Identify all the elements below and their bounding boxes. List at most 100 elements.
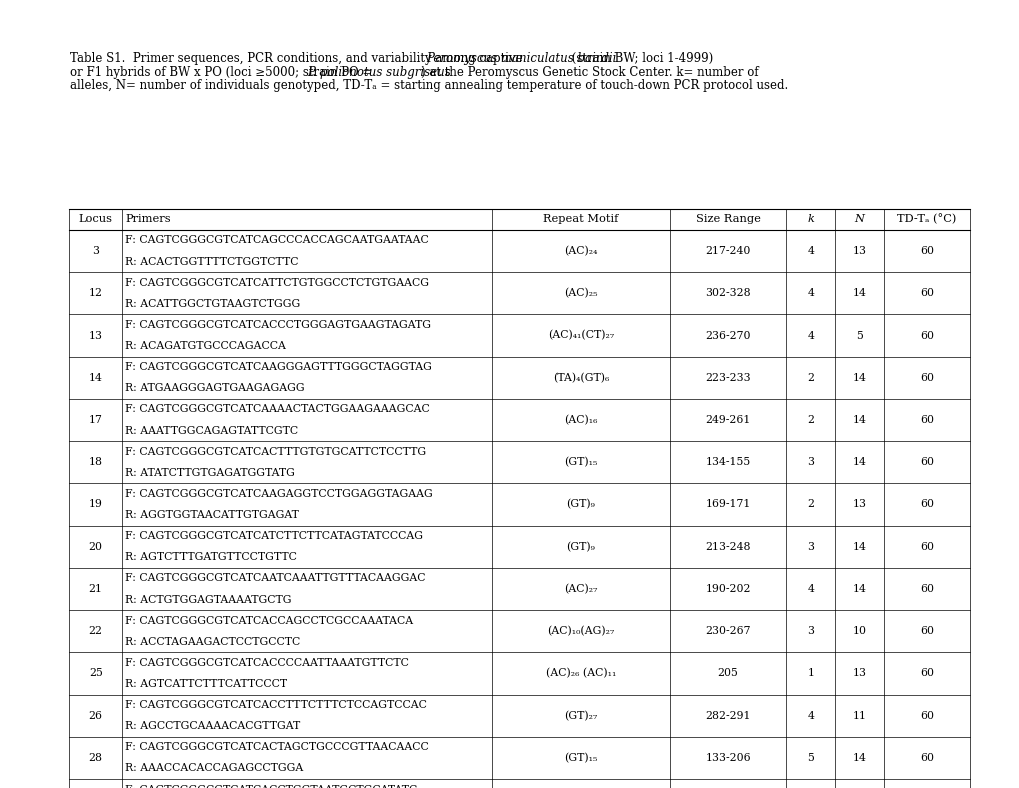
Text: F: CAGTCGGGCGTCATCAGCCCACCAGCAATGAATAAC: F: CAGTCGGGCGTCATCAGCCCACCAGCAATGAATAAC <box>125 236 428 246</box>
Text: 2: 2 <box>806 415 813 425</box>
Text: 230-267: 230-267 <box>705 626 750 636</box>
Text: R: AAACCACACCAGAGCCTGGA: R: AAACCACACCAGAGCCTGGA <box>125 764 303 774</box>
Text: 17: 17 <box>89 415 103 425</box>
Text: (AC)₂₇: (AC)₂₇ <box>564 584 597 594</box>
Text: 1: 1 <box>806 668 813 678</box>
Text: F: CAGTCGGGCGTCATCAAGAGGTCCTGGAGGTAGAAG: F: CAGTCGGGCGTCATCAAGAGGTCCTGGAGGTAGAAG <box>125 489 432 499</box>
Text: Size Range: Size Range <box>695 214 760 225</box>
Text: 2: 2 <box>806 373 813 383</box>
Text: R: AGTCTTTGATGTTCCTGTTC: R: AGTCTTTGATGTTCCTGTTC <box>125 552 297 563</box>
Text: (GT)₁₅: (GT)₁₅ <box>564 753 597 763</box>
Text: 5: 5 <box>807 753 813 763</box>
Text: F: CAGTCGGGCGTCATCACCCTGGGAGTGAAGTAGATG: F: CAGTCGGGCGTCATCACCCTGGGAGTGAAGTAGATG <box>125 320 431 330</box>
Text: F: CAGTCGGGCGTCATCACCCCAATTAAATGTTCTC: F: CAGTCGGGCGTCATCACCCCAATTAAATGTTCTC <box>125 658 409 668</box>
Text: R: AGCCTGCAAAACACGTTGAT: R: AGCCTGCAAAACACGTTGAT <box>125 721 300 731</box>
Text: 13: 13 <box>852 668 865 678</box>
Text: 60: 60 <box>919 668 933 678</box>
Text: R: ACATTGGCTGTAAGTCTGGG: R: ACATTGGCTGTAAGTCTGGG <box>125 299 300 309</box>
Text: N: N <box>854 214 864 225</box>
Text: 60: 60 <box>919 500 933 510</box>
Text: 14: 14 <box>852 541 865 552</box>
Text: 4: 4 <box>807 246 813 256</box>
Text: F: CAGTCGGGCGTCATCACCAGCCTCGCCAAATACA: F: CAGTCGGGCGTCATCACCAGCCTCGCCAAATACA <box>125 615 413 626</box>
Text: 14: 14 <box>852 457 865 467</box>
Text: 13: 13 <box>89 330 103 340</box>
Text: 60: 60 <box>919 584 933 594</box>
Text: (strain BW; loci 1-4999): (strain BW; loci 1-4999) <box>568 52 712 65</box>
Text: 2: 2 <box>806 500 813 510</box>
Text: 14: 14 <box>89 373 103 383</box>
Text: 14: 14 <box>852 753 865 763</box>
Text: 14: 14 <box>852 415 865 425</box>
Text: (GT)₁₅: (GT)₁₅ <box>564 457 597 467</box>
Text: 60: 60 <box>919 753 933 763</box>
Text: 60: 60 <box>919 246 933 256</box>
Text: 3: 3 <box>806 541 813 552</box>
Text: 20: 20 <box>89 541 103 552</box>
Text: F: CAGTCGGGCGTCATCATCTTCTTCATAGTATCCCAG: F: CAGTCGGGCGTCATCATCTTCTTCATAGTATCCCAG <box>125 531 423 541</box>
Text: 60: 60 <box>919 626 933 636</box>
Text: 60: 60 <box>919 457 933 467</box>
Text: Primers: Primers <box>125 214 170 225</box>
Text: 12: 12 <box>89 288 103 299</box>
Text: 60: 60 <box>919 330 933 340</box>
Text: F: CAGTCGGGCGTCATCAAAACTACTGGAAGAAAGCAC: F: CAGTCGGGCGTCATCAAAACTACTGGAAGAAAGCAC <box>125 404 429 414</box>
Text: 4: 4 <box>807 288 813 299</box>
Text: R: AAATTGGCAGAGTATTCGTC: R: AAATTGGCAGAGTATTCGTC <box>125 426 298 436</box>
Text: 13: 13 <box>852 246 865 256</box>
Text: 60: 60 <box>919 541 933 552</box>
Text: 4: 4 <box>807 330 813 340</box>
Text: 4: 4 <box>807 584 813 594</box>
Text: (AC)₂₅: (AC)₂₅ <box>564 288 597 299</box>
Text: 25: 25 <box>89 668 103 678</box>
Text: R: ACAGATGTGCCCAGACCA: R: ACAGATGTGCCCAGACCA <box>125 341 285 351</box>
Text: (GT)₉: (GT)₉ <box>567 541 595 552</box>
Text: Locus: Locus <box>78 214 113 225</box>
Text: 60: 60 <box>919 288 933 299</box>
Text: 11: 11 <box>852 711 865 721</box>
Text: 19: 19 <box>89 500 103 510</box>
Text: R: AGTCATTCTTTCATTCCCT: R: AGTCATTCTTTCATTCCCT <box>125 679 287 689</box>
Text: (AC)₂₄: (AC)₂₄ <box>564 246 597 256</box>
Text: R: ATGAAGGGAGTGAAGAGAGG: R: ATGAAGGGAGTGAAGAGAGG <box>125 383 305 393</box>
Text: 133-206: 133-206 <box>704 753 750 763</box>
Text: 217-240: 217-240 <box>705 246 750 256</box>
Text: 3: 3 <box>92 246 99 256</box>
Text: Peromyscus maniculatus bairdii: Peromyscus maniculatus bairdii <box>425 52 615 65</box>
Text: alleles, N= number of individuals genotyped, TD-Tₐ = starting annealing temperat: alleles, N= number of individuals genoty… <box>70 79 788 92</box>
Text: 4: 4 <box>807 711 813 721</box>
Text: 26: 26 <box>89 711 103 721</box>
Text: 28: 28 <box>89 753 103 763</box>
Text: TD-Tₐ (°C): TD-Tₐ (°C) <box>897 214 956 225</box>
Text: 13: 13 <box>852 500 865 510</box>
Text: (AC)₁₀(AG)₂₇: (AC)₁₀(AG)₂₇ <box>547 626 614 637</box>
Text: P. polionotus subgriseus: P. polionotus subgriseus <box>307 65 450 79</box>
Text: 282-291: 282-291 <box>705 711 750 721</box>
Text: 169-171: 169-171 <box>705 500 750 510</box>
Text: (TA)₄(GT)₆: (TA)₄(GT)₆ <box>552 373 608 383</box>
Text: R: ATATCTTGTGAGATGGTATG: R: ATATCTTGTGAGATGGTATG <box>125 468 294 478</box>
Text: Repeat Motif: Repeat Motif <box>543 214 619 225</box>
Text: (GT)₉: (GT)₉ <box>567 500 595 510</box>
Text: 190-202: 190-202 <box>705 584 750 594</box>
Text: R: ACCTAGAAGACTCCTGCCTC: R: ACCTAGAAGACTCCTGCCTC <box>125 637 300 647</box>
Text: (GT)₂₇: (GT)₂₇ <box>564 711 597 721</box>
Text: (AC)₄₁(CT)₂₇: (AC)₄₁(CT)₂₇ <box>547 330 613 340</box>
Text: 236-270: 236-270 <box>705 330 750 340</box>
Text: 14: 14 <box>852 584 865 594</box>
Text: 21: 21 <box>89 584 103 594</box>
Text: 5: 5 <box>855 330 862 340</box>
Text: F: CAGTCGGGCGTCATCACTTTGTGTGCATTCTCCTTG: F: CAGTCGGGCGTCATCACTTTGTGTGCATTCTCCTTG <box>125 447 426 457</box>
Text: 14: 14 <box>852 288 865 299</box>
Text: F: CAGTCGGGCGTCATCACCTTTCTTTCTCCAGTCCAC: F: CAGTCGGGCGTCATCACCTTTCTTTCTCCAGTCCAC <box>125 700 427 710</box>
Text: 249-261: 249-261 <box>705 415 750 425</box>
Text: (AC)₂₆ (AC)₁₁: (AC)₂₆ (AC)₁₁ <box>545 668 615 678</box>
Text: 60: 60 <box>919 373 933 383</box>
Text: F: CAGTCGGGCGTCATCAAGGGAGTTTGGGCTAGGTAG: F: CAGTCGGGCGTCATCAAGGGAGTTTGGGCTAGGTAG <box>125 362 432 372</box>
Text: 134-155: 134-155 <box>705 457 750 467</box>
Text: 10: 10 <box>852 626 865 636</box>
Text: 3: 3 <box>806 457 813 467</box>
Text: 205: 205 <box>717 668 738 678</box>
Text: 3: 3 <box>806 626 813 636</box>
Text: F: CAGTCGGGCGTCATCACCTGGTAATGCTGCATATC: F: CAGTCGGGCGTCATCACCTGGTAATGCTGCATATC <box>125 785 417 788</box>
